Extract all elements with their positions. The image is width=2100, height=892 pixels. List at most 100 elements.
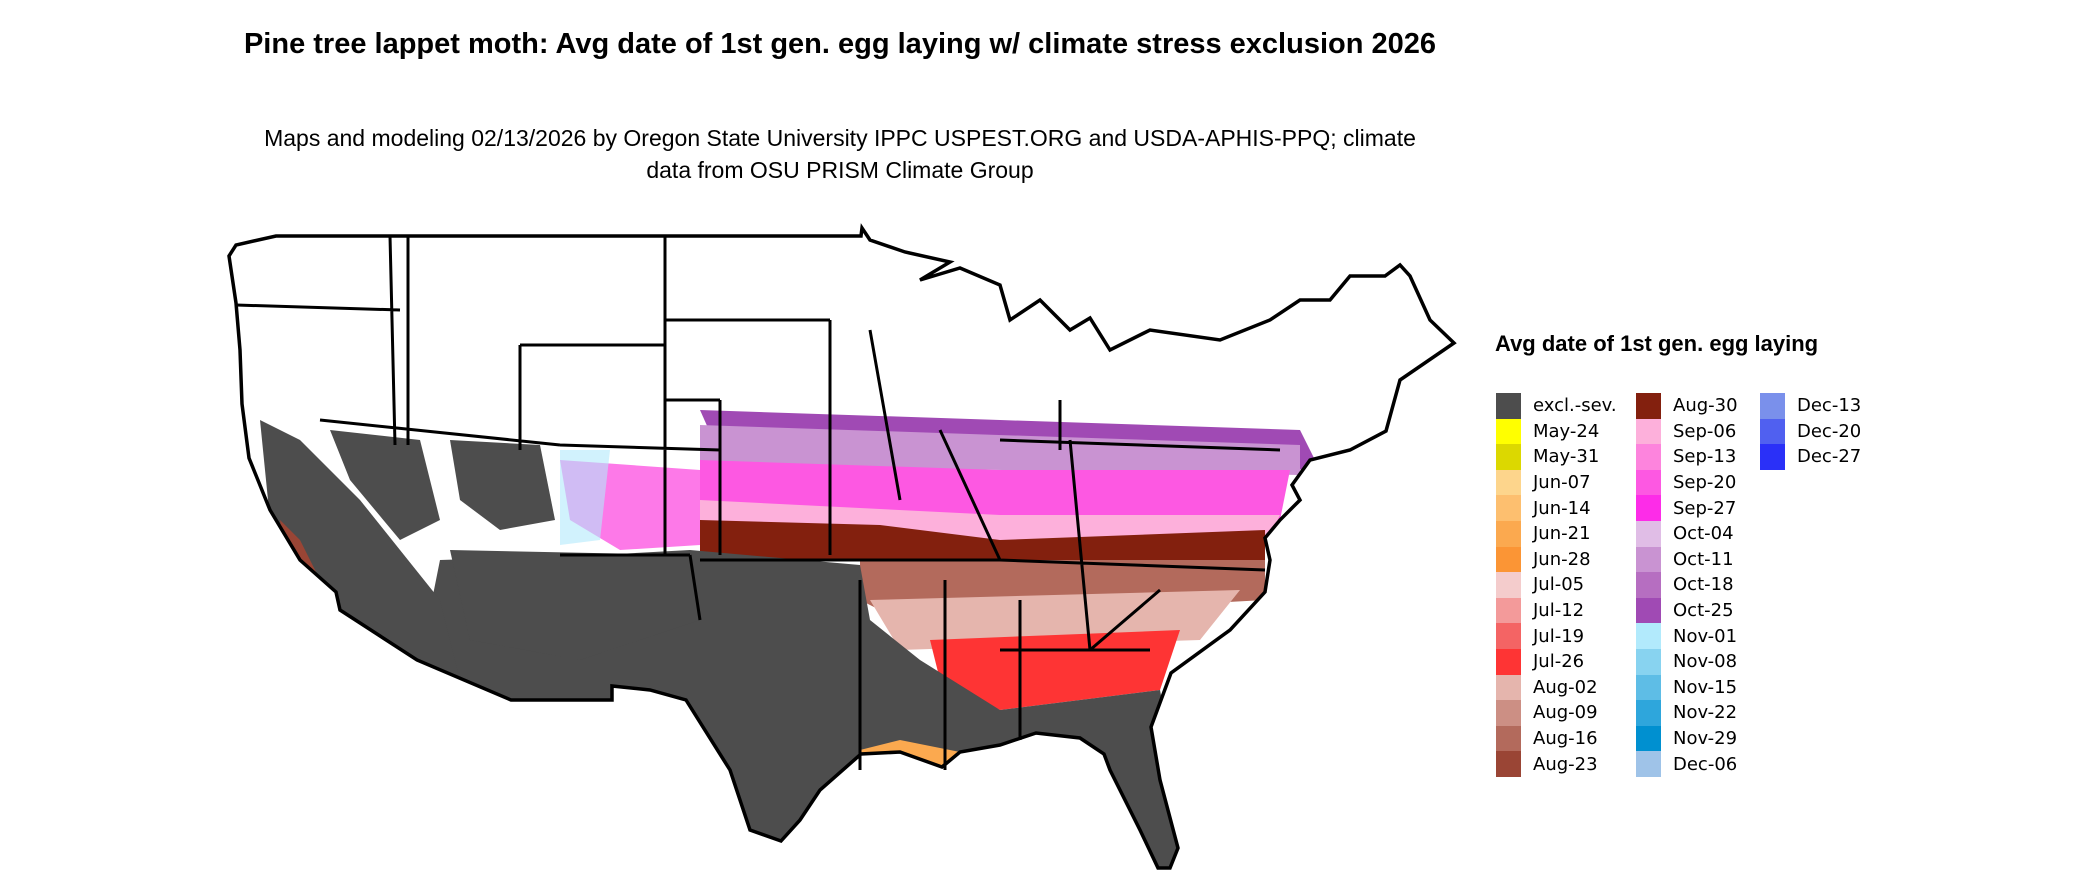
legend-item: Dec-27 <box>1760 444 1861 470</box>
legend-item: Nov-29 <box>1636 725 1738 752</box>
legend-item: Sep-27 <box>1636 495 1736 521</box>
legend-label: Sep-20 <box>1673 472 1737 494</box>
legend-swatch <box>1636 546 1661 573</box>
legend-item: Oct-04 <box>1636 521 1734 547</box>
legend-label: Jun-28 <box>1533 548 1591 570</box>
legend-item: Nov-15 <box>1636 674 1737 701</box>
legend-label: Oct-04 <box>1673 523 1734 545</box>
legend-swatch <box>1636 674 1661 701</box>
legend-item: Sep-13 <box>1636 444 1736 470</box>
region-oct-11 <box>700 425 1300 475</box>
legend-label: Jul-26 <box>1533 651 1585 673</box>
legend-item: May-31 <box>1496 444 1599 470</box>
legend-item: Sep-06 <box>1636 418 1737 445</box>
region-excluded-nevada <box>330 430 440 540</box>
legend-item: Aug-23 <box>1496 751 1598 777</box>
legend-swatch <box>1636 623 1661 649</box>
region-west-light-blue <box>560 450 610 545</box>
legend-item: excl.-sev. <box>1496 393 1617 419</box>
legend-label: Jul-05 <box>1533 574 1585 596</box>
legend-swatch <box>1636 725 1661 752</box>
legend-swatch <box>1496 572 1521 598</box>
legend-swatch <box>1496 495 1521 521</box>
legend-label: Oct-11 <box>1673 548 1734 570</box>
legend-item: Jul-26 <box>1496 649 1584 675</box>
legend-label: Aug-09 <box>1533 702 1598 724</box>
legend-swatch <box>1636 495 1661 521</box>
legend-swatch <box>1636 418 1661 445</box>
legend-swatch <box>1496 418 1521 445</box>
legend-swatch <box>1496 725 1521 752</box>
legend-label: Dec-20 <box>1797 420 1862 442</box>
legend-swatch <box>1496 623 1521 649</box>
legend-label: Sep-06 <box>1673 420 1737 442</box>
legend-item: Aug-30 <box>1636 393 1738 419</box>
legend-label: Aug-30 <box>1673 395 1738 417</box>
legend-swatch <box>1636 469 1661 496</box>
region-excluded-southwest <box>450 550 700 660</box>
legend-swatch <box>1636 444 1661 470</box>
legend-label: Aug-23 <box>1533 753 1598 775</box>
legend-item: Nov-22 <box>1636 700 1737 726</box>
legend-label: Nov-22 <box>1673 702 1738 724</box>
legend-label: Jun-14 <box>1533 497 1591 519</box>
legend-item: Nov-01 <box>1636 623 1737 649</box>
legend-label: Dec-13 <box>1797 395 1862 417</box>
legend-swatch <box>1636 597 1661 624</box>
legend-item: Aug-16 <box>1496 725 1598 752</box>
region-excluded-california <box>260 420 460 680</box>
legend-item: Oct-18 <box>1636 572 1734 598</box>
chart-title: Pine tree lappet moth: Avg date of 1st g… <box>243 28 1437 60</box>
legend-swatch <box>1496 597 1521 624</box>
legend-label: Dec-27 <box>1797 446 1862 468</box>
legend-item: Aug-02 <box>1496 674 1598 701</box>
legend-swatch <box>1496 751 1521 777</box>
legend-swatch <box>1636 751 1661 777</box>
legend-label: Dec-06 <box>1673 753 1738 775</box>
legend-item: Jun-28 <box>1496 546 1591 573</box>
legend-swatch <box>1496 700 1521 726</box>
legend-label: Nov-29 <box>1673 728 1738 750</box>
legend-swatch <box>1636 649 1661 675</box>
state-boundaries <box>235 235 1281 770</box>
legend-swatch <box>1636 393 1661 419</box>
legend-label: Nov-08 <box>1673 651 1738 673</box>
legend-swatch <box>1496 393 1521 419</box>
legend-swatch <box>1636 521 1661 547</box>
legend-label: Aug-16 <box>1533 728 1598 750</box>
legend-title: Avg date of 1st gen. egg laying <box>1495 331 1819 356</box>
legend-label: Oct-18 <box>1673 574 1734 596</box>
legend-swatch <box>1496 521 1521 547</box>
legend-item: Jun-07 <box>1496 469 1591 496</box>
legend-label: May-31 <box>1533 446 1600 468</box>
legend-label: Sep-13 <box>1673 446 1737 468</box>
legend-item: Oct-25 <box>1636 597 1734 624</box>
legend-item: Dec-20 <box>1760 418 1862 445</box>
legend-label: Jul-12 <box>1533 600 1585 622</box>
legend-item: Dec-13 <box>1760 393 1861 419</box>
legend-swatch <box>1760 418 1785 445</box>
legend-swatch <box>1496 649 1521 675</box>
legend-swatch <box>1636 700 1661 726</box>
legend-label: Jul-19 <box>1533 625 1585 647</box>
legend-item: Aug-09 <box>1496 700 1598 726</box>
legend-item: Jun-21 <box>1496 521 1591 547</box>
legend-item: Jul-12 <box>1496 597 1585 624</box>
legend-label: excl.-sev. <box>1533 395 1617 417</box>
legend-item: Oct-11 <box>1636 546 1734 573</box>
legend-label: May-24 <box>1533 420 1600 442</box>
legend-swatch <box>1760 444 1785 470</box>
region-aug-30 <box>700 520 1265 565</box>
legend-swatch <box>1496 444 1521 470</box>
legend-label: Jun-21 <box>1533 523 1591 545</box>
legend-label: Oct-25 <box>1673 600 1734 622</box>
legend-label: Nov-01 <box>1673 625 1738 647</box>
legend-label: Jun-07 <box>1533 472 1591 494</box>
legend-label: Sep-27 <box>1673 497 1737 519</box>
legend-item: Nov-08 <box>1636 649 1737 675</box>
legend-item: Jun-14 <box>1496 495 1591 521</box>
legend-swatch <box>1760 393 1785 419</box>
legend-label: Aug-02 <box>1533 676 1598 698</box>
legend-item: May-24 <box>1496 418 1600 445</box>
